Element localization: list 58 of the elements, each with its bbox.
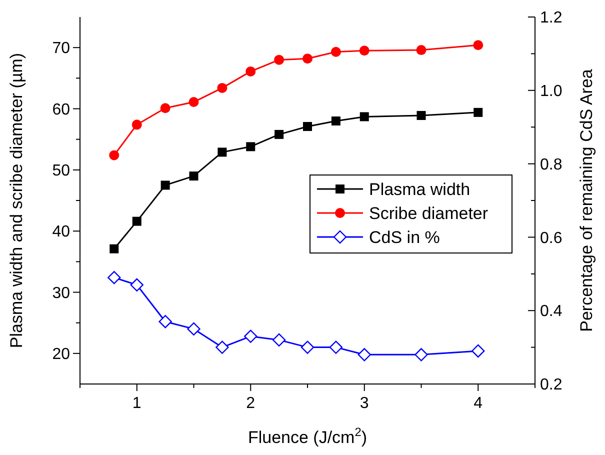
point <box>160 180 170 190</box>
point <box>414 348 428 362</box>
point <box>130 278 144 292</box>
point <box>109 150 120 160</box>
y2-tick-label: 0.8 <box>540 156 562 174</box>
point <box>358 348 371 362</box>
legend-label: Plasma width <box>369 180 470 199</box>
point <box>216 340 229 354</box>
point <box>274 130 284 139</box>
point <box>329 340 343 354</box>
point <box>187 322 200 336</box>
y2-tick-label: 0.2 <box>540 376 562 394</box>
point <box>246 66 256 76</box>
x-tick-label: 4 <box>474 395 483 412</box>
legend-label: Scribe diameter <box>369 204 488 223</box>
x-tick-label: 1 <box>132 395 142 412</box>
point <box>188 97 199 108</box>
y-axis-title: Plasma width and scribe diameter (µm) <box>7 52 26 348</box>
point <box>108 270 121 284</box>
point <box>132 216 142 226</box>
point <box>416 45 426 56</box>
x-tick-label: 2 <box>246 395 256 412</box>
y-tick-label: 50 <box>52 162 70 180</box>
y-tick-label: 40 <box>52 224 70 241</box>
y-tick-label: 60 <box>52 101 70 118</box>
y2-tick-label: 0.6 <box>540 230 562 247</box>
point <box>110 244 119 254</box>
y-tick-label: 70 <box>52 40 70 58</box>
legend-label: CdS in % <box>369 228 440 247</box>
point <box>359 46 370 56</box>
point <box>132 120 142 130</box>
point <box>274 54 284 65</box>
point <box>160 103 170 114</box>
point <box>302 54 312 64</box>
point <box>416 110 426 120</box>
point <box>303 122 312 131</box>
point <box>330 46 341 57</box>
point <box>474 108 483 117</box>
point <box>158 315 172 328</box>
point <box>189 172 198 181</box>
y2-axis-title: Percentage of remaining CdS Area <box>577 68 596 332</box>
y2-tick-label: 0.4 <box>540 303 562 320</box>
point <box>360 112 369 122</box>
x-axis-title: Fluence (J/cm$^{2}$) <box>248 425 368 447</box>
point <box>272 333 286 347</box>
point <box>244 330 258 343</box>
point <box>217 82 228 93</box>
point <box>218 148 227 157</box>
y-tick-label: 30 <box>52 284 70 302</box>
point <box>472 344 485 358</box>
y2-tick-label: 1.2 <box>540 10 562 27</box>
point <box>331 116 340 126</box>
y2-tick-label: 1.0 <box>540 83 562 100</box>
point <box>473 40 484 50</box>
y-tick-label: 20 <box>52 346 70 364</box>
x-tick-label: 3 <box>360 395 369 412</box>
point <box>300 340 314 354</box>
point <box>246 142 256 152</box>
